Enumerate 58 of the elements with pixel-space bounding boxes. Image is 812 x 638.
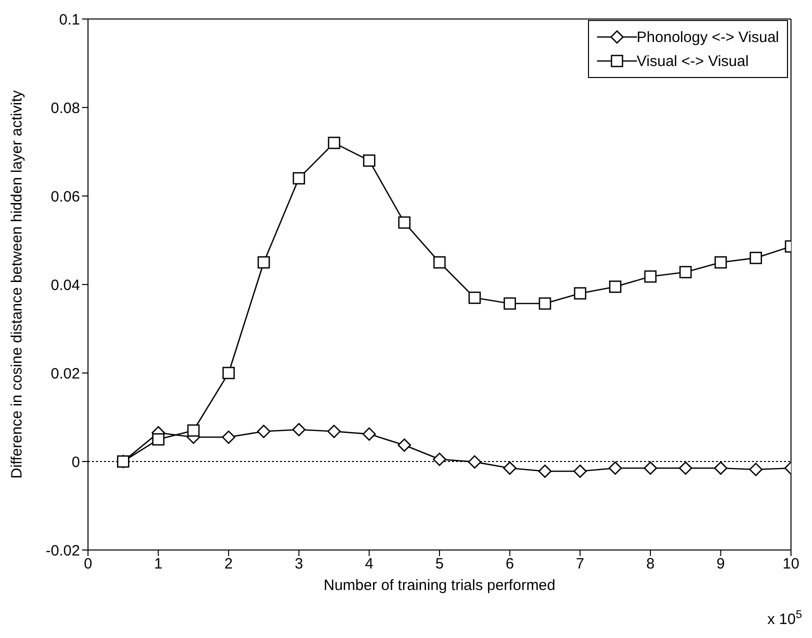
x-tick-label: 0 [84, 556, 92, 573]
point [714, 461, 728, 475]
x-tick-label: 10 [782, 556, 800, 573]
legend-label: Phonology <-> Visual [636, 28, 779, 46]
x-tick-label: 5 [435, 556, 444, 573]
point [503, 461, 516, 475]
point [292, 172, 306, 184]
point [679, 266, 692, 278]
y-tick-label: 0.1 [59, 11, 80, 28]
text: x 10$^{5}$ [767, 609, 802, 628]
point [327, 424, 341, 438]
x-tick-label: 1 [154, 556, 162, 573]
x-tick-label: 4 [365, 556, 374, 573]
x-tick-label: 8 [646, 556, 655, 573]
point [678, 461, 692, 475]
point [292, 422, 306, 436]
point [644, 270, 657, 283]
point [468, 455, 482, 469]
y-tick-label: 0.06 [50, 188, 80, 206]
y-tick-label: -0.02 [46, 542, 80, 560]
y-axis-title: Difference in cosine distance between hidden layer activity [8, 90, 26, 479]
y-tick-label: 0 [72, 454, 80, 471]
point [432, 452, 446, 466]
x-tick-label: 7 [576, 556, 584, 573]
point [468, 292, 481, 304]
point [222, 366, 235, 380]
point [433, 256, 446, 269]
point [749, 462, 762, 476]
point [363, 154, 376, 167]
point [258, 256, 270, 269]
point [538, 464, 552, 478]
x-tick-label: 9 [716, 556, 725, 573]
point [714, 256, 727, 269]
point [608, 461, 622, 475]
point [504, 297, 516, 310]
point [750, 252, 762, 264]
y-tick-label: 0.02 [50, 365, 80, 382]
x-tick-label: 2 [224, 556, 233, 573]
legend-label: Visual <-> Visual [636, 52, 749, 70]
point [574, 287, 586, 300]
x-axis-title: Number of training trials performed [324, 577, 556, 594]
x-tick-label: 6 [506, 556, 514, 573]
point [398, 438, 411, 452]
point [644, 461, 658, 475]
y-tick-label: 0.08 [50, 100, 80, 117]
point [257, 424, 270, 438]
point [398, 216, 410, 229]
x-tick-label: 3 [294, 556, 304, 573]
point [609, 280, 622, 293]
point [117, 455, 130, 468]
point [222, 430, 236, 444]
point [573, 464, 587, 478]
point [538, 297, 552, 310]
point [187, 424, 200, 437]
point [328, 136, 340, 150]
y-tick-label: 0.04 [50, 276, 80, 294]
point [152, 433, 164, 446]
point [362, 427, 376, 441]
